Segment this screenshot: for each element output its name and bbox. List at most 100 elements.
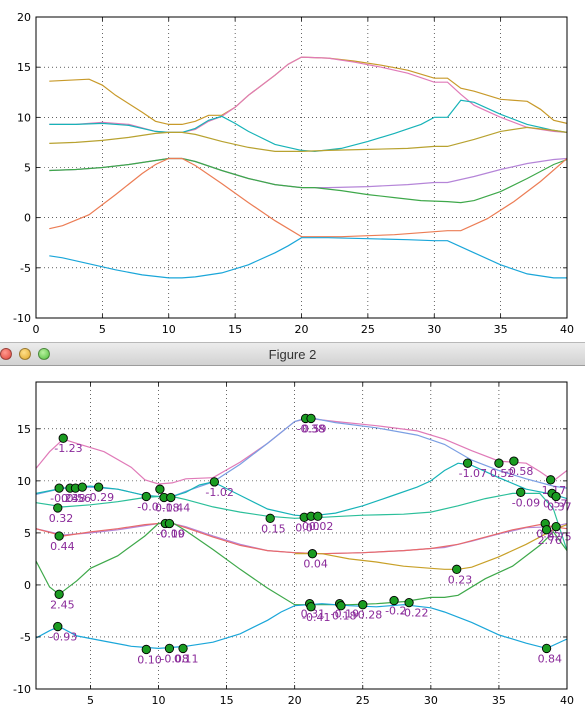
x-tick-label: 0 xyxy=(33,323,40,336)
marker-value-label: 0.52 xyxy=(490,467,515,480)
marker-value-label: 0.11 xyxy=(174,652,199,665)
marker-value-label: -1.23 xyxy=(54,442,82,455)
marker-value-label: 0.75 xyxy=(547,531,572,544)
x-tick-label: 10 xyxy=(152,694,166,707)
marker-value-label: 2.45 xyxy=(50,598,74,611)
y-tick-label: -10 xyxy=(13,312,31,325)
marker-value-label: -0.24 xyxy=(50,492,78,505)
series-line-5 xyxy=(49,157,567,189)
maximize-window-icon[interactable] xyxy=(38,348,50,360)
close-window-icon[interactable] xyxy=(0,348,12,360)
y-tick-label: -10 xyxy=(13,683,31,696)
data-marker xyxy=(141,644,151,655)
marker-value-label: 0.18 xyxy=(332,610,357,623)
series-line-8 xyxy=(49,237,567,279)
x-tick-label: 35 xyxy=(492,694,506,707)
window-titlebar: Figure 2 xyxy=(0,342,585,366)
figure-1-chart: 0 5 10 15 20 25 30 35 40 -10 -5 0 5 10 15 20 xyxy=(13,11,574,336)
marker-value-label: -0.93 xyxy=(49,631,77,644)
y-tick-label: 20 xyxy=(17,11,31,24)
marker-value-label: 0.04 xyxy=(303,558,328,571)
data-marker xyxy=(164,518,175,529)
series-line-7 xyxy=(294,524,567,570)
data-marker xyxy=(516,487,526,497)
y-tick-label: 5 xyxy=(24,162,31,175)
marker-value-label: 0.10 xyxy=(137,653,162,666)
marker-value-label: 0.29 xyxy=(90,491,115,504)
marker-value-label: -0.44 xyxy=(162,502,190,515)
series-line-4 xyxy=(49,126,567,152)
window-title: Figure 2 xyxy=(268,347,317,362)
y-tick-label: 10 xyxy=(17,475,31,488)
marker-value-label: 0.15 xyxy=(261,522,286,535)
plot-area xyxy=(49,56,567,279)
marker-value-label: -1.07 xyxy=(459,467,487,480)
marker-value-label: 0.18 xyxy=(155,502,180,515)
marker-value-label: -0.38 xyxy=(297,422,325,435)
data-marker xyxy=(166,492,176,503)
x-tick-label: 20 xyxy=(295,323,309,336)
y-tick-label: -5 xyxy=(20,631,31,644)
series-line-3 xyxy=(36,462,567,517)
y-tick-label: 15 xyxy=(17,423,31,436)
data-marker xyxy=(551,491,561,502)
data-marker xyxy=(141,491,151,502)
data-marker xyxy=(54,589,64,599)
marker-value-label: 0.44 xyxy=(50,540,74,553)
data-marker xyxy=(53,503,63,513)
series-line-7 xyxy=(49,157,567,238)
axes-frame xyxy=(35,381,568,690)
y-tick-label: 0 xyxy=(24,579,31,592)
y-tick-label: 0 xyxy=(24,212,31,225)
x-tick-label: 40 xyxy=(560,323,574,336)
data-marker xyxy=(336,601,346,611)
x-tick-label: 35 xyxy=(494,323,508,336)
data-marker xyxy=(389,595,399,606)
y-tick-label: 5 xyxy=(24,527,31,540)
data-marker xyxy=(551,522,561,532)
marker-value-label: 0.38 xyxy=(61,492,86,505)
marker-value-label: 0.0 xyxy=(295,521,313,534)
data-marker xyxy=(307,549,318,559)
marker-value-label: 0.02 xyxy=(309,520,334,533)
series-line-6 xyxy=(36,522,567,555)
data-marker xyxy=(313,511,323,521)
data-marker xyxy=(509,456,519,466)
data-marker xyxy=(306,413,316,424)
x-tick-label: 5 xyxy=(87,694,94,707)
marker-value-label: 0.59 xyxy=(302,422,327,435)
data-marker xyxy=(164,643,175,654)
marker-value-label: 0.23 xyxy=(448,573,473,586)
marker-value-label: -0.08 xyxy=(160,652,188,665)
figure-2-chart: -0.240.380.560.29 0.32 -1.23 0.44 2.45 -0.93 -… xyxy=(13,381,574,707)
x-tick-label: 10 xyxy=(162,323,176,336)
marker-value-label: -0.22 xyxy=(400,607,428,620)
data-marker xyxy=(155,484,165,494)
data-marker xyxy=(404,597,414,608)
series-line-3 xyxy=(49,99,567,153)
marker-value-label: -0.58 xyxy=(505,465,533,478)
marker-value-label: -0.09 xyxy=(512,496,540,509)
data-marker xyxy=(546,475,556,485)
minimize-window-icon[interactable] xyxy=(19,348,31,360)
marker-value-label: -0.41 xyxy=(302,611,330,624)
data-marker xyxy=(265,513,275,523)
marker-value-label: 0.56 xyxy=(66,492,91,505)
marker-value-label: 2.76 xyxy=(538,534,563,547)
series-line-6 xyxy=(49,157,567,204)
y-tick-label: 10 xyxy=(17,111,31,124)
data-marker xyxy=(53,621,63,632)
data-marker xyxy=(54,483,64,493)
x-tick-label: 30 xyxy=(427,323,441,336)
x-tick-label: 25 xyxy=(361,323,375,336)
marker-value-label: 0.31 xyxy=(301,608,326,621)
data-marker xyxy=(209,477,220,487)
data-marker xyxy=(452,564,462,574)
marker-value-label: -0.0 xyxy=(137,500,158,513)
data-marker xyxy=(494,458,504,468)
y-tick-label: -5 xyxy=(20,262,31,275)
y-tick-label: 15 xyxy=(17,61,31,74)
data-marker xyxy=(541,525,552,535)
x-tick-label: 5 xyxy=(99,323,106,336)
x-tick-label: 15 xyxy=(220,694,234,707)
